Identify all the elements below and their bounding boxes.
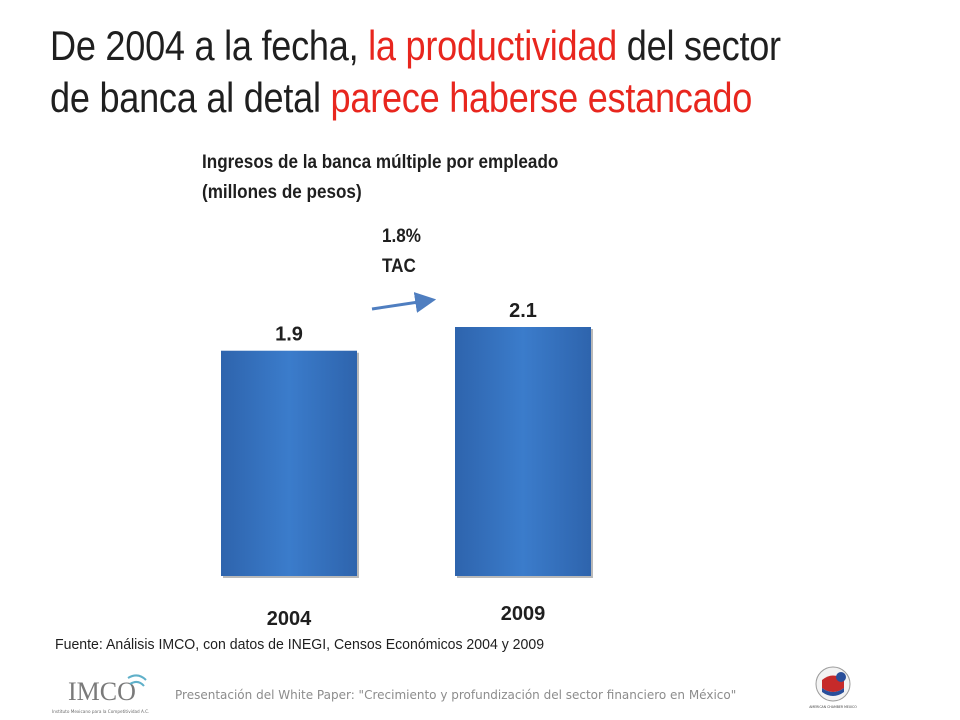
data-label-2004: 1.9 [275, 324, 303, 346]
bar-chart: 1.9 2004 2.1 2009 [221, 292, 593, 630]
imco-logo-wordmark: IMCO [68, 677, 136, 706]
imco-logo-tagline: Instituto Mexicano para la Competitivida… [52, 709, 149, 714]
growth-annotation: 1.8% TAC [382, 222, 421, 282]
bar-2004 [221, 350, 357, 576]
growth-rate: 1.8% [382, 226, 421, 247]
title-part-2: la productividad [368, 22, 618, 69]
chart-title-line-2: (millones de pesos) [202, 182, 362, 203]
category-label-2004: 2004 [267, 608, 312, 630]
data-label-2009: 2.1 [509, 300, 537, 322]
footer-text: Presentación del White Paper: "Crecimien… [175, 688, 737, 702]
bars-layer: 1.9 2004 2.1 2009 [221, 300, 593, 630]
amcham-logo: AMERICAN CHAMBER MEXICO [809, 666, 857, 709]
title-part-5: parece haberse estancado [330, 74, 753, 121]
title-part-1: De 2004 a la fecha, [50, 22, 369, 69]
chart-title-line-1: Ingresos de la banca múltiple por emplea… [202, 152, 559, 173]
bar-2009 [455, 327, 591, 576]
growth-rate-label: TAC [382, 256, 416, 277]
growth-arrow [371, 292, 437, 313]
slide-title: De 2004 a la fecha, la productividad del… [50, 20, 807, 124]
title-part-4: de banca al detal [50, 74, 331, 121]
chart-title: Ingresos de la banca múltiple por emplea… [202, 148, 558, 208]
amcham-logo-text: AMERICAN CHAMBER MEXICO [809, 705, 857, 709]
imco-logo: IMCO Instituto Mexicano para la Competit… [52, 674, 149, 714]
category-label-2009: 2009 [501, 603, 546, 625]
source-note: Fuente: Análisis IMCO, con datos de INEG… [55, 636, 545, 653]
title-part-3: del sector [617, 22, 781, 69]
